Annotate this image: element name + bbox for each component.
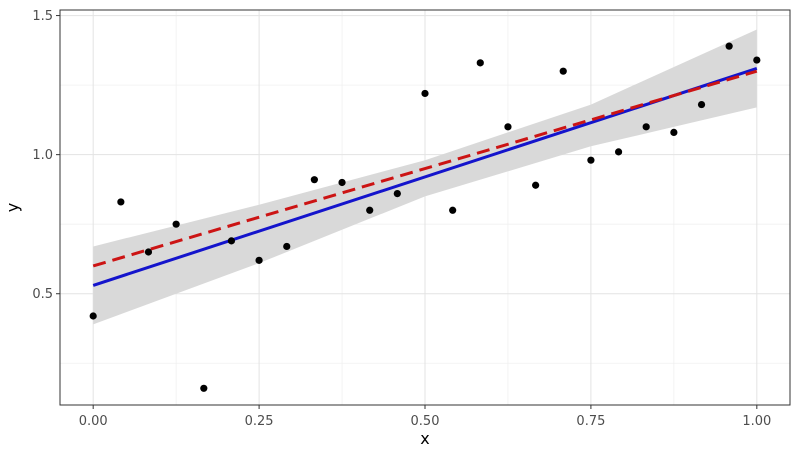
data-point: [504, 123, 512, 131]
x-tick-label: 0.50: [411, 414, 440, 429]
data-point: [476, 59, 484, 67]
data-point: [227, 237, 236, 245]
y-tick-label: 0.5: [32, 287, 53, 302]
x-tick-label: 1.00: [742, 414, 771, 429]
fit-lines: [92, 66, 758, 287]
data-point: [753, 56, 761, 64]
data-point: [670, 128, 678, 136]
data-points: [89, 42, 761, 392]
data-point: [366, 206, 374, 214]
y-axis-label: y: [3, 203, 22, 212]
data-point: [117, 198, 125, 206]
data-point: [642, 123, 650, 131]
data-point: [449, 206, 457, 214]
data-point: [614, 148, 623, 156]
data-point: [283, 242, 291, 251]
data-point: [89, 312, 97, 320]
data-point: [172, 220, 180, 228]
data-point: [200, 384, 208, 392]
x-axis-label: x: [420, 429, 429, 448]
y-tick-label: 1.5: [32, 9, 53, 24]
grid: [60, 10, 790, 405]
axes: 0.00 0.25 0.50 0.75 1.00 0.5 1.0 1.5: [32, 9, 771, 429]
data-point: [559, 67, 567, 75]
solid-fit-line: [92, 66, 758, 287]
data-point: [421, 89, 429, 98]
data-point: [393, 189, 401, 198]
x-tick-label: 0.00: [79, 414, 108, 429]
x-tick-label: 0.75: [576, 414, 605, 429]
data-point: [255, 256, 263, 264]
data-point: [697, 100, 706, 109]
data-point: [532, 181, 540, 189]
y-tick-label: 1.0: [32, 148, 53, 163]
data-point: [587, 156, 595, 164]
data-point: [725, 42, 733, 50]
data-point: [338, 178, 346, 187]
data-point: [144, 248, 153, 256]
data-point: [310, 176, 318, 184]
dashed-fit-line: [92, 69, 758, 268]
x-tick-label: 0.25: [245, 414, 274, 429]
